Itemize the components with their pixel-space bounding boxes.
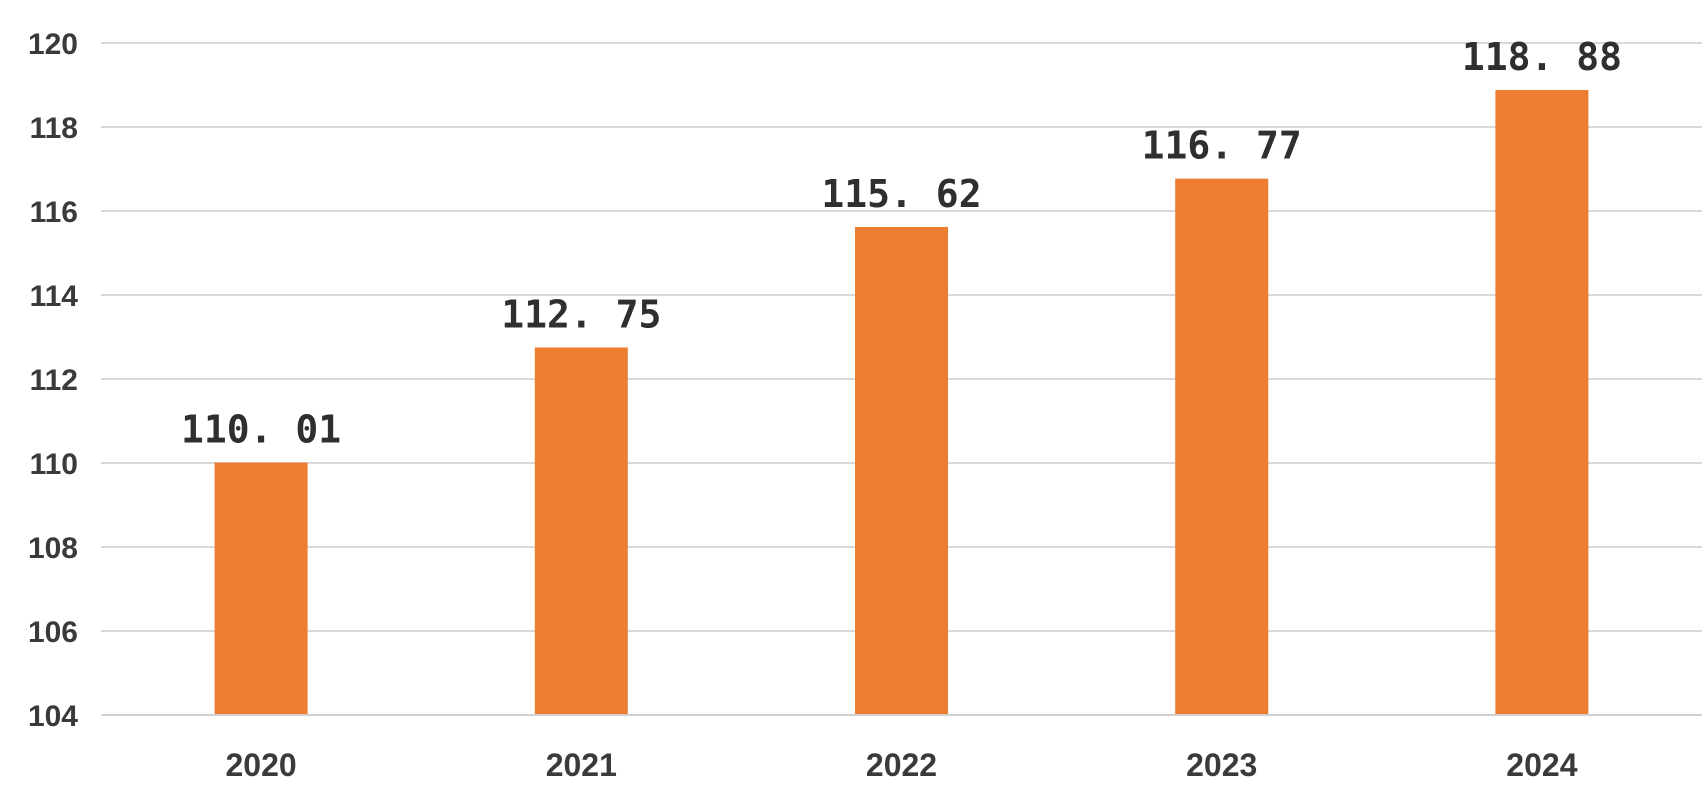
y-tick-label: 114 (30, 280, 79, 313)
y-tick-label: 108 (28, 532, 78, 565)
bar-2023 (1175, 178, 1269, 715)
bars (214, 90, 1589, 716)
data-label-2023: 116. 77 (1142, 124, 1302, 168)
x-tick-label-2022: 2022 (866, 747, 937, 783)
data-label-2020: 110. 01 (181, 408, 341, 452)
data-label-2022: 115. 62 (821, 172, 981, 216)
y-tick-label: 104 (28, 700, 78, 733)
data-label-2024: 118. 88 (1462, 35, 1622, 79)
y-axis-tick-labels: 104 106 108 110 112 114 116 118 120 (28, 28, 78, 733)
y-tick-label: 118 (30, 112, 78, 145)
bar-2022 (855, 226, 948, 715)
data-label-2021: 112. 75 (501, 293, 661, 337)
x-tick-label-2024: 2024 (1506, 747, 1577, 783)
y-tick-label: 116 (30, 196, 78, 229)
bar-2024 (1495, 90, 1589, 716)
y-tick-label: 120 (28, 28, 78, 61)
bar-2020 (214, 462, 308, 715)
bar-2021 (534, 347, 628, 715)
data-labels: 110. 01 112. 75 115. 62 116. 77 118. 88 (181, 35, 1622, 452)
x-tick-label-2020: 2020 (226, 747, 297, 783)
x-axis-tick-labels: 2020 2021 2022 2023 2024 (226, 747, 1578, 783)
x-tick-label-2023: 2023 (1186, 747, 1257, 783)
x-tick-label-2021: 2021 (546, 747, 617, 783)
y-tick-label: 112 (30, 364, 78, 397)
y-tick-label: 110 (30, 448, 78, 481)
y-tick-label: 106 (28, 616, 78, 649)
